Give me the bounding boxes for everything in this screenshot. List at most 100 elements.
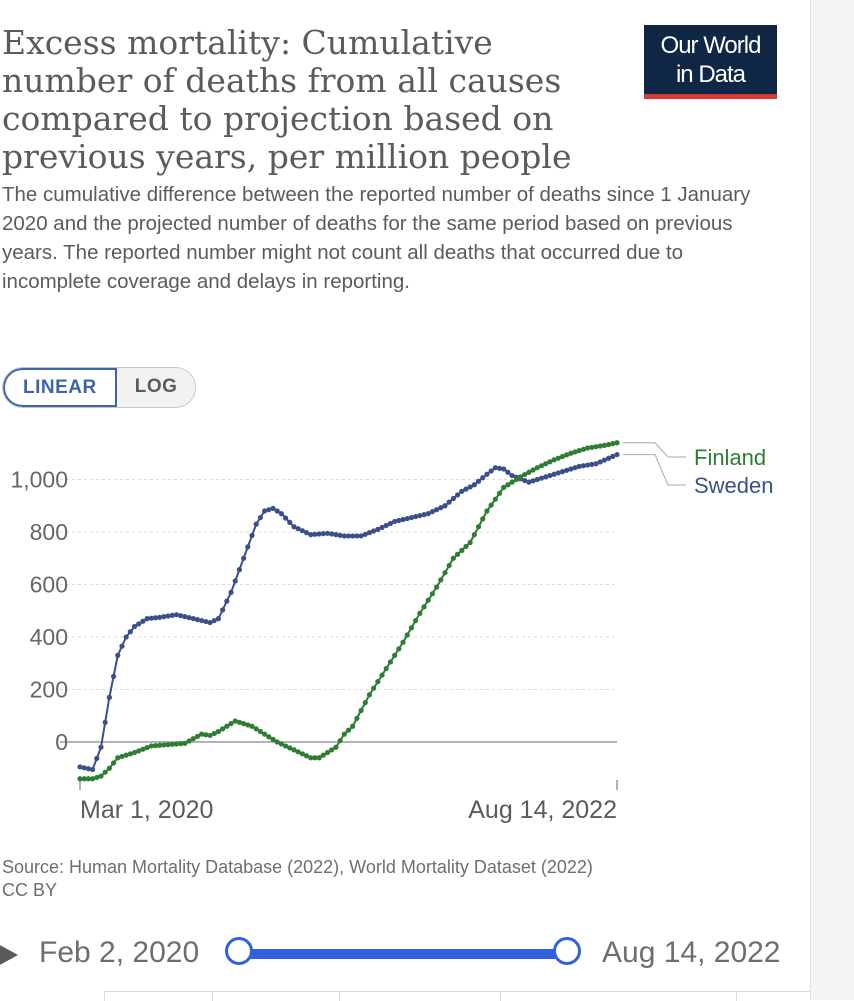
data-point-finland bbox=[308, 755, 314, 761]
data-point-finland bbox=[358, 707, 364, 714]
data-point-sweden bbox=[375, 526, 381, 532]
data-point-finland bbox=[538, 463, 545, 469]
data-point-finland bbox=[81, 776, 87, 782]
data-point-finland bbox=[371, 685, 377, 691]
data-point-finland bbox=[442, 570, 448, 576]
data-point-finland bbox=[232, 718, 238, 724]
play-icon[interactable] bbox=[0, 944, 18, 966]
data-point-finland bbox=[543, 461, 549, 467]
data-point-sweden bbox=[421, 512, 427, 518]
data-point-sweden bbox=[320, 531, 326, 537]
data-point-sweden bbox=[291, 524, 297, 530]
data-point-finland bbox=[350, 723, 356, 729]
data-point-finland bbox=[522, 471, 528, 478]
linear-scale-button[interactable]: LINEAR bbox=[3, 368, 117, 407]
legend-label-finland[interactable]: Finland bbox=[694, 445, 766, 470]
owid-logo[interactable]: Our World in Data bbox=[644, 25, 777, 99]
line-chart: 0 200 400 600 800 1,000 Mar 1, 2020 Aug 14, 20… bbox=[10, 440, 774, 824]
data-point-sweden bbox=[576, 463, 582, 469]
data-point-finland bbox=[505, 482, 511, 488]
data-point-sweden bbox=[119, 643, 125, 649]
data-point-finland bbox=[513, 476, 519, 483]
data-point-finland bbox=[421, 604, 427, 610]
data-point-sweden bbox=[417, 512, 423, 519]
data-point-finland bbox=[303, 753, 310, 759]
data-point-sweden bbox=[341, 533, 347, 539]
data-point-sweden bbox=[547, 472, 553, 479]
timeline-track[interactable] bbox=[240, 949, 568, 959]
data-point-finland bbox=[492, 496, 498, 502]
series-line-sweden[interactable] bbox=[79, 453, 618, 771]
data-point-finland bbox=[123, 752, 129, 758]
data-point-sweden bbox=[157, 614, 163, 620]
data-point-sweden bbox=[106, 694, 112, 700]
data-point-finland bbox=[413, 617, 419, 624]
data-point-sweden bbox=[606, 455, 612, 461]
data-point-sweden bbox=[295, 526, 301, 532]
data-point-sweden bbox=[438, 505, 444, 511]
data-point-sweden bbox=[354, 533, 360, 539]
data-point-sweden bbox=[408, 514, 415, 521]
data-point-finland bbox=[266, 734, 272, 740]
timeline-start-handle[interactable] bbox=[225, 937, 253, 965]
data-point-sweden bbox=[442, 503, 448, 509]
data-point-finland bbox=[547, 459, 553, 465]
data-point-finland bbox=[526, 469, 532, 475]
data-point-finland bbox=[438, 577, 444, 583]
x-axis: Mar 1, 2020 Aug 14, 2022 bbox=[79, 780, 618, 824]
data-point-sweden bbox=[261, 508, 268, 514]
data-point-sweden bbox=[614, 451, 620, 458]
data-point-sweden bbox=[593, 461, 599, 467]
footer-tab-bar bbox=[104, 991, 810, 1001]
data-point-sweden bbox=[85, 766, 91, 772]
data-point-sweden bbox=[446, 499, 452, 505]
data-point-finland bbox=[173, 741, 180, 747]
data-point-finland bbox=[274, 739, 280, 745]
data-point-finland bbox=[572, 449, 578, 455]
data-point-sweden bbox=[597, 459, 603, 465]
data-point-finland bbox=[480, 516, 486, 522]
data-point-finland bbox=[77, 776, 83, 782]
data-point-sweden bbox=[89, 766, 96, 773]
data-point-finland bbox=[337, 738, 343, 744]
data-point-finland bbox=[446, 562, 452, 569]
legend-label-sweden[interactable]: Sweden bbox=[694, 473, 774, 498]
data-point-sweden bbox=[559, 469, 566, 475]
data-point-finland bbox=[182, 740, 188, 746]
data-point-sweden bbox=[152, 615, 159, 621]
data-point-sweden bbox=[77, 764, 83, 770]
data-point-sweden bbox=[463, 486, 469, 492]
data-point-finland bbox=[488, 502, 494, 508]
data-point-finland bbox=[366, 692, 373, 698]
data-point-finland bbox=[178, 741, 184, 747]
y-tick-label: 200 bbox=[30, 677, 68, 703]
data-point-sweden bbox=[475, 478, 482, 484]
data-point-sweden bbox=[509, 472, 515, 479]
data-point-sweden bbox=[194, 617, 201, 623]
data-point-sweden bbox=[480, 475, 486, 481]
data-point-sweden bbox=[131, 623, 138, 630]
data-point-sweden bbox=[425, 511, 431, 517]
timeline-end-handle[interactable] bbox=[553, 937, 581, 965]
data-point-finland bbox=[245, 722, 251, 728]
data-point-finland bbox=[169, 741, 175, 747]
log-scale-button[interactable]: LOG bbox=[116, 368, 196, 407]
data-point-sweden bbox=[249, 532, 255, 539]
data-point-sweden bbox=[400, 516, 406, 523]
data-point-sweden bbox=[530, 478, 536, 484]
x-tick-label: Aug 14, 2022 bbox=[468, 796, 617, 824]
data-point-sweden bbox=[278, 511, 284, 517]
data-point-finland bbox=[555, 455, 561, 461]
license-text[interactable]: CC BY bbox=[2, 880, 58, 900]
data-point-sweden bbox=[526, 479, 532, 485]
data-point-sweden bbox=[555, 470, 561, 476]
data-point-finland bbox=[589, 444, 595, 450]
data-point-sweden bbox=[241, 555, 247, 561]
series-lines bbox=[77, 440, 620, 782]
data-point-sweden bbox=[345, 533, 352, 539]
data-point-sweden bbox=[270, 505, 276, 511]
data-point-finland bbox=[106, 765, 112, 771]
data-point-finland bbox=[354, 715, 360, 721]
data-point-sweden bbox=[123, 634, 129, 640]
data-point-sweden bbox=[585, 462, 591, 468]
